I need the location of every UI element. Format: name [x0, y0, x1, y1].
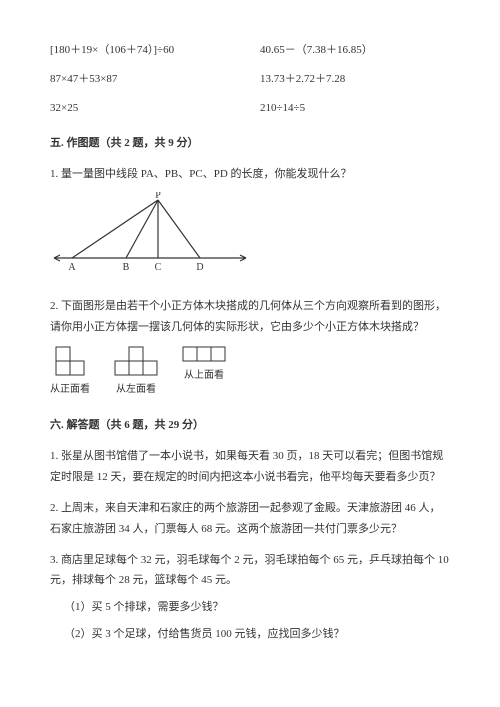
svg-text:A: A	[68, 262, 76, 272]
expression: 32×25	[50, 98, 260, 119]
top-view-label: 从上面看	[184, 366, 224, 385]
section-6-title: 六. 解答题（共 6 题，共 29 分）	[50, 415, 450, 436]
question-5-2-text: 2. 下面图形是由若干个小正方体木块搭成的几何体从三个方向观察所看到的图形，请你…	[50, 296, 450, 338]
top-view-diagram	[182, 346, 226, 362]
svg-text:B: B	[123, 262, 130, 272]
question-6-3-text: 3. 商店里足球每个 32 元，羽毛球每个 2 元，羽毛球拍每个 65 元，乒乓…	[50, 550, 450, 592]
svg-text:C: C	[155, 262, 162, 272]
section-5-title: 五. 作图题（共 2 题，共 9 分）	[50, 133, 450, 154]
svg-text:P: P	[155, 192, 161, 201]
expression: 13.73＋2.72＋7.28	[260, 69, 450, 90]
question-5-1-text: 1. 量一量图中线段 PA、PB、PC、PD 的长度，你能发现什么？	[50, 164, 450, 185]
svg-text:D: D	[196, 262, 203, 272]
front-view-diagram	[55, 346, 85, 376]
views-row: 从正面看 从左面看 从上面看	[50, 346, 450, 399]
left-view-diagram	[114, 346, 158, 376]
triangle-diagram: A B C D P	[50, 192, 450, 280]
left-view-label: 从左面看	[116, 380, 156, 399]
front-view-label: 从正面看	[50, 380, 90, 399]
question-6-2: 2. 上周末，来自天津和石家庄的两个旅游团一起参观了金殿。天津旅游团 46 人，…	[50, 498, 450, 540]
expression: 210÷14÷5	[260, 98, 450, 119]
question-6-1: 1. 张星从图书馆借了一本小说书，如果每天看 30 页，18 天可以看完；但图书…	[50, 446, 450, 488]
expression: 40.65－（7.38＋16.85）	[260, 40, 450, 61]
expression: 87×47＋53×87	[50, 69, 260, 90]
expression: [180＋19×（106＋74）]÷60	[50, 40, 260, 61]
question-6-3-sub1: （1）买 5 个排球，需要多少钱？	[50, 597, 450, 618]
question-6-3-sub2: （2）买 3 个足球，付给售货员 100 元钱，应找回多少钱？	[50, 624, 450, 645]
